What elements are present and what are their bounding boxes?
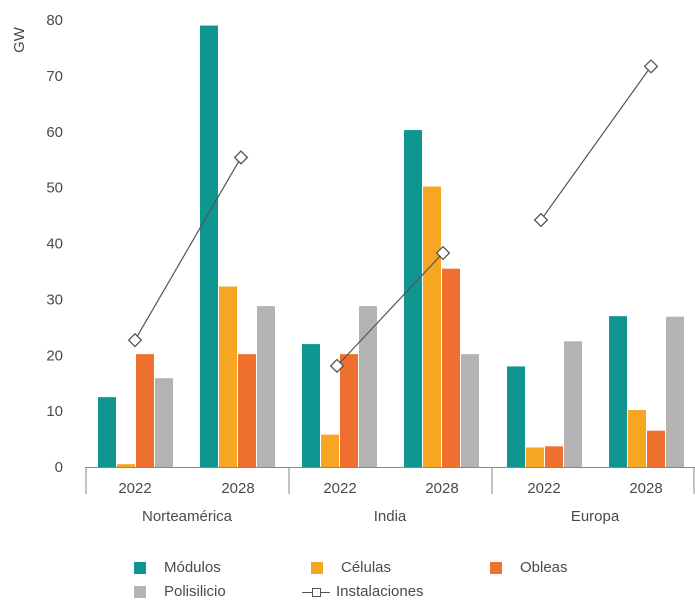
bar-obleas bbox=[442, 268, 460, 467]
bar-células bbox=[117, 464, 135, 467]
x-tick-label-year: 2022 bbox=[118, 480, 151, 497]
line-segment-instalaciones bbox=[134, 157, 242, 341]
x-tick-label-year: 2028 bbox=[629, 480, 662, 497]
y-tick-label: 30 bbox=[46, 291, 63, 308]
bar-obleas bbox=[545, 446, 563, 467]
bar-polisilicio bbox=[461, 354, 479, 467]
line-marker-instalaciones bbox=[233, 150, 249, 165]
line-marker-instalaciones bbox=[329, 358, 345, 374]
x-group-label: Europa bbox=[571, 508, 620, 525]
line-marker-instalaciones bbox=[533, 212, 549, 228]
x-tick-label-year: 2028 bbox=[425, 480, 458, 497]
y-axis-ticks: 0 10 20 30 40 50 60 70 80 bbox=[46, 12, 63, 476]
y-tick-label: 20 bbox=[46, 347, 63, 364]
bar-polisilicio bbox=[257, 306, 275, 467]
bar-obleas bbox=[647, 430, 665, 467]
y-tick-label: 60 bbox=[46, 124, 63, 141]
y-tick-label: 70 bbox=[46, 68, 63, 85]
bar-células bbox=[321, 434, 339, 467]
x-axis-labels: 2022 2028 2022 2028 2022 2028 Norteamérica Indi… bbox=[118, 480, 662, 525]
y-tick-label: 0 bbox=[55, 459, 63, 476]
line-layer bbox=[127, 59, 659, 374]
bar-módulos bbox=[98, 397, 116, 467]
bar-polisilicio bbox=[155, 378, 173, 467]
x-group-label: India bbox=[374, 508, 407, 525]
y-tick-label: 10 bbox=[46, 403, 63, 420]
y-tick-label: 80 bbox=[46, 12, 63, 29]
bar-polisilicio bbox=[666, 316, 684, 467]
bar-módulos bbox=[507, 366, 525, 467]
bar-polisilicio bbox=[359, 306, 377, 467]
bar-células bbox=[628, 410, 646, 467]
x-tick-label-year: 2022 bbox=[527, 480, 560, 497]
bar-células bbox=[219, 286, 237, 467]
axes-layer bbox=[85, 467, 695, 494]
bar-módulos bbox=[404, 130, 422, 468]
bar-obleas bbox=[136, 354, 154, 467]
bars-layer bbox=[98, 25, 684, 468]
line-marker-instalaciones bbox=[127, 332, 143, 348]
y-tick-label: 50 bbox=[46, 180, 63, 197]
y-tick-label: 40 bbox=[46, 236, 63, 253]
y-axis-title: GW bbox=[11, 26, 28, 53]
bar-células bbox=[423, 186, 441, 467]
bar-polisilicio bbox=[564, 341, 582, 467]
bar-módulos bbox=[200, 25, 218, 468]
x-tick-label-year: 2022 bbox=[323, 480, 356, 497]
bar-módulos bbox=[609, 316, 627, 467]
x-group-label: Norteamérica bbox=[142, 508, 233, 525]
x-tick-label-year: 2028 bbox=[221, 480, 254, 497]
line-segment-instalaciones bbox=[336, 252, 444, 367]
bar-obleas bbox=[238, 354, 256, 467]
line-marker-instalaciones bbox=[643, 59, 659, 74]
line-marker-instalaciones bbox=[435, 245, 451, 261]
line-segment-instalaciones bbox=[540, 66, 652, 221]
bar-obleas bbox=[340, 354, 358, 467]
bar-módulos bbox=[302, 344, 320, 467]
bar-células bbox=[526, 447, 544, 467]
